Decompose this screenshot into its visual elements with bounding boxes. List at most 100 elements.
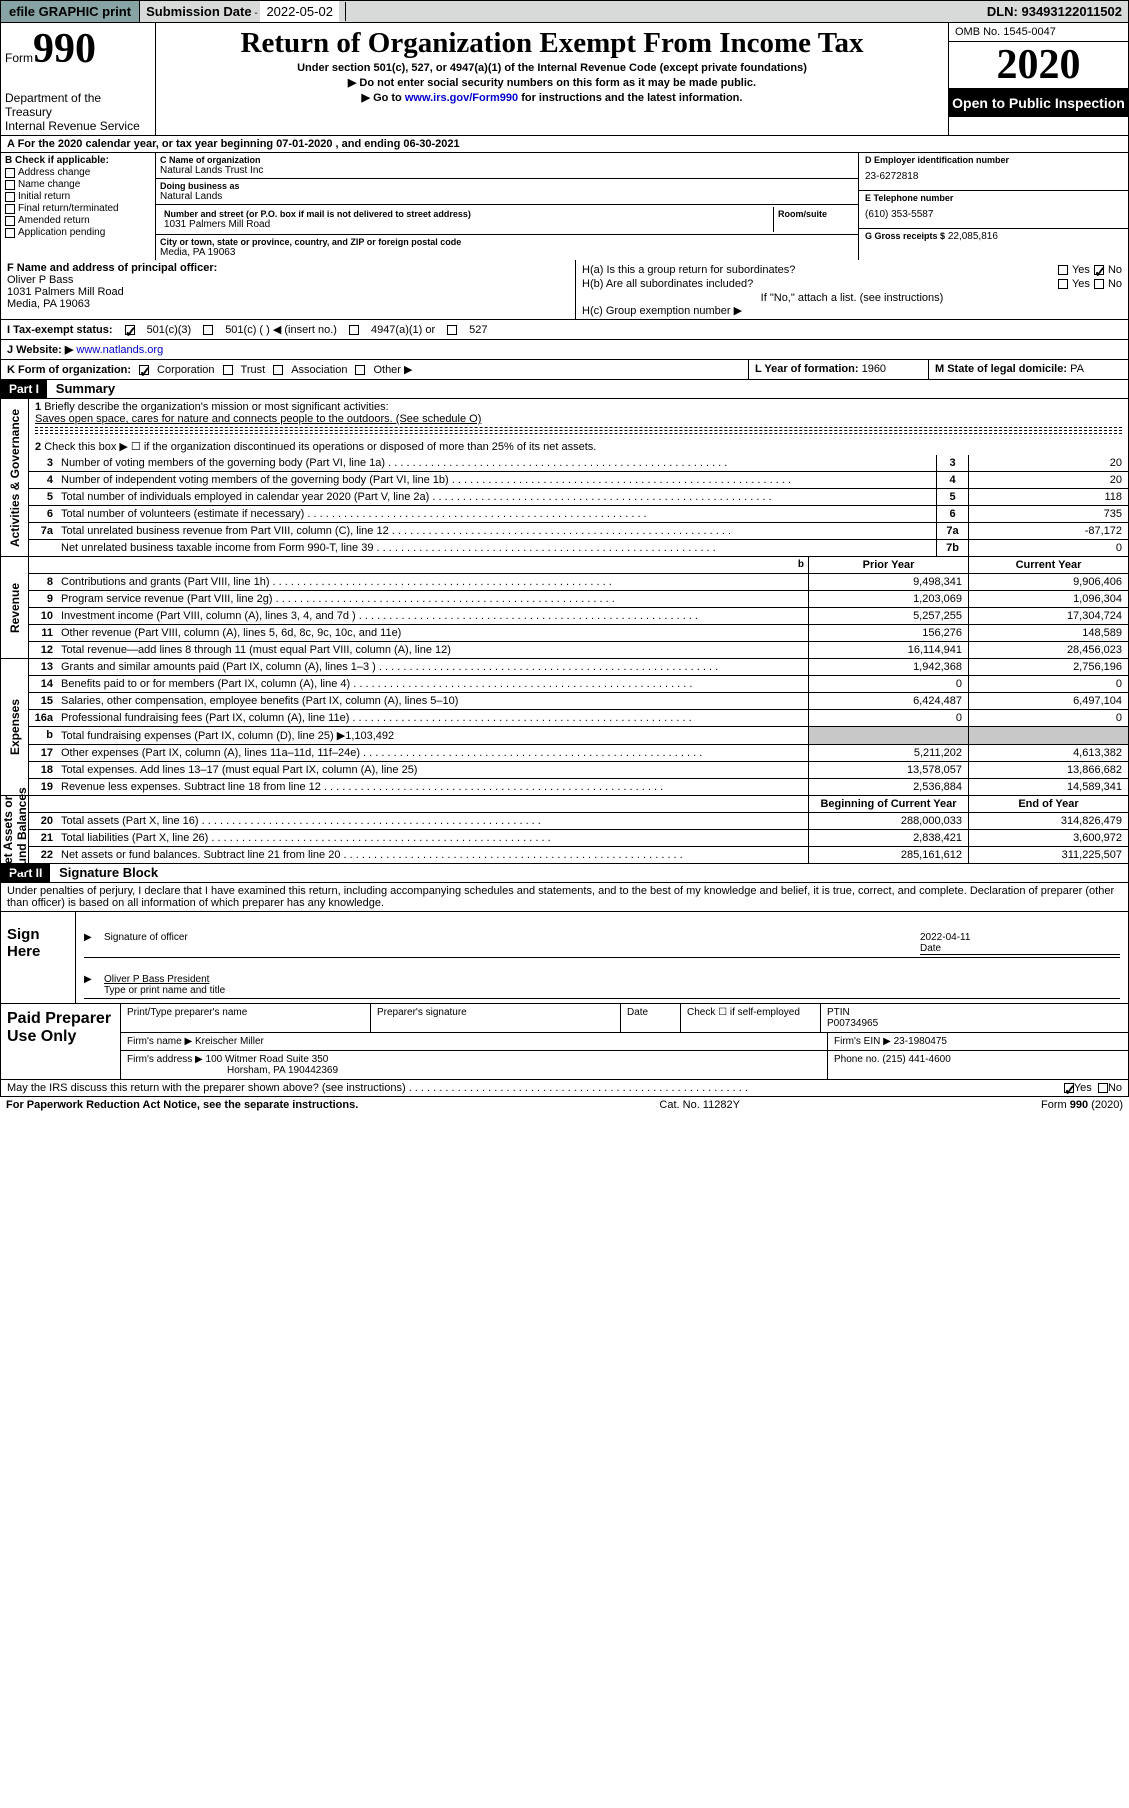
submission-date: Submission Date - 2022-05-02 [140, 2, 346, 21]
chk-final-return[interactable] [5, 204, 15, 214]
dln: DLN: 93493122011502 [981, 2, 1128, 21]
line-18-text: Total expenses. Add lines 13–17 (must eq… [57, 762, 808, 778]
website-link[interactable]: www.natlands.org [73, 344, 163, 356]
chk-501c[interactable] [203, 325, 213, 335]
line-14-py: 0 [808, 676, 968, 692]
firm-address: Firm's address ▶ 100 Witmer Road Suite 3… [121, 1051, 828, 1079]
sig-name-label: Type or print name and title [104, 985, 225, 996]
lbl-501c3: 501(c)(3) [147, 324, 192, 336]
line-7b-text: Net unrelated business taxable income fr… [57, 540, 936, 556]
cat-no: Cat. No. 11282Y [659, 1099, 740, 1111]
form-year: 2020 [949, 42, 1128, 89]
chk-other[interactable] [355, 365, 365, 375]
line-12-text: Total revenue—add lines 8 through 11 (mu… [57, 642, 808, 658]
side-activities: Activities & Governance [1, 399, 29, 556]
sig-date-val: 2022-04-11 [920, 932, 970, 943]
chk-assoc[interactable] [273, 365, 283, 375]
side-revenue: Revenue [1, 557, 29, 658]
chk-hb-yes[interactable] [1058, 279, 1068, 289]
line-15-cy: 6,497,104 [968, 693, 1128, 709]
line-16a-cy: 0 [968, 710, 1128, 726]
chk-ha-yes[interactable] [1058, 265, 1068, 275]
line-5-text: Total number of individuals employed in … [57, 489, 936, 505]
lbl-corp: Corporation [157, 364, 214, 376]
block-b-c-d: B Check if applicable: Address change Na… [0, 153, 1129, 260]
pra-notice: For Paperwork Reduction Act Notice, see … [6, 1099, 358, 1111]
sig-officer-label: Signature of officer [104, 932, 920, 955]
line-13-py: 1,942,368 [808, 659, 968, 675]
chk-initial-return[interactable] [5, 192, 15, 202]
chk-address-change[interactable] [5, 168, 15, 178]
phone-value: (610) 353-5587 [865, 203, 1122, 226]
form-header: Form990 Department of the Treasury Inter… [0, 23, 1129, 136]
form-right-block: OMB No. 1545-0047 2020 Open to Public In… [948, 23, 1128, 135]
org-name: Natural Lands Trust Inc [160, 165, 854, 176]
line-9-py: 1,203,069 [808, 591, 968, 607]
addr-value: 1031 Palmers Mill Road [164, 219, 769, 230]
chk-4947[interactable] [349, 325, 359, 335]
line-17-py: 5,211,202 [808, 745, 968, 761]
mission-text: Saves open space, cares for nature and c… [35, 413, 481, 425]
line-16b-py [808, 727, 968, 744]
chk-discuss-no[interactable] [1098, 1083, 1108, 1093]
chk-527[interactable] [447, 325, 457, 335]
firm-phone: Phone no. (215) 441-4600 [828, 1051, 1128, 1079]
form-number: 990 [33, 26, 96, 72]
form990-link[interactable]: www.irs.gov/Form990 [405, 92, 518, 104]
lbl-trust: Trust [241, 364, 266, 376]
dept-label: Department of the Treasury Internal Reve… [5, 91, 151, 133]
lbl-initial-return: Initial return [18, 191, 70, 202]
line-21-text: Total liabilities (Part X, line 26) [57, 830, 808, 846]
chk-corp[interactable] [139, 365, 149, 375]
col-f-officer: F Name and address of principal officer:… [1, 260, 576, 319]
sub-date-value: 2022-05-02 [260, 1, 339, 22]
line-12-cy: 28,456,023 [968, 642, 1128, 658]
line-10-py: 5,257,255 [808, 608, 968, 624]
line-13-text: Grants and similar amounts paid (Part IX… [57, 659, 808, 675]
side-net: Net Assets orFund Balances [1, 796, 29, 863]
lbl-amended: Amended return [18, 215, 90, 226]
line-11-cy: 148,589 [968, 625, 1128, 641]
row-a-tax-year: A For the 2020 calendar year, or tax yea… [0, 136, 1129, 153]
chk-amended[interactable] [5, 216, 15, 226]
sig-declaration: Under penalties of perjury, I declare th… [0, 883, 1129, 912]
row-j-website: J Website: ▶ www.natlands.org [0, 340, 1129, 360]
line-6-text: Total number of volunteers (estimate if … [57, 506, 936, 522]
col-h-group: H(a) Is this a group return for subordin… [576, 260, 1128, 319]
col-m-state: M State of legal domicile: PA [928, 360, 1128, 379]
lbl-app-pending: Application pending [18, 227, 105, 238]
lbl-final-return: Final return/terminated [18, 203, 119, 214]
chk-ha-no[interactable] [1094, 265, 1104, 275]
col-k-form-org: K Form of organization: Corporation Trus… [1, 360, 748, 379]
hdr-current-year: Current Year [968, 557, 1128, 573]
row-klm: K Form of organization: Corporation Trus… [0, 360, 1129, 380]
col-b-label: B Check if applicable: [5, 155, 151, 166]
line-16b-text: Total fundraising expenses (Part IX, col… [57, 727, 808, 744]
prep-ptin: PTINP00734965 [821, 1004, 1128, 1032]
line-20-text: Total assets (Part X, line 16) [57, 813, 808, 829]
ein-value: 23-6272818 [865, 165, 1122, 188]
chk-discuss-yes[interactable] [1064, 1083, 1074, 1093]
chk-501c3[interactable] [125, 325, 135, 335]
line-7b-val: 0 [968, 540, 1128, 556]
form-link-line: ▶ Go to www.irs.gov/Form990 for instruct… [160, 91, 944, 104]
line-15-py: 6,424,487 [808, 693, 968, 709]
officer-label: F Name and address of principal officer: [7, 262, 569, 274]
hdr-begin-year: Beginning of Current Year [808, 796, 968, 812]
chk-app-pending[interactable] [5, 228, 15, 238]
efile-print-button[interactable]: efile GRAPHIC print [1, 1, 140, 22]
chk-name-change[interactable] [5, 180, 15, 190]
line-7a-text: Total unrelated business revenue from Pa… [57, 523, 936, 539]
part1-label: Part I [1, 380, 47, 398]
line-9-text: Program service revenue (Part VIII, line… [57, 591, 808, 607]
line-16a-py: 0 [808, 710, 968, 726]
tax-status-label: I Tax-exempt status: [7, 324, 113, 336]
chk-trust[interactable] [223, 365, 233, 375]
footer-row: For Paperwork Reduction Act Notice, see … [0, 1097, 1129, 1113]
website-label: J Website: ▶ [7, 344, 73, 356]
discuss-text: May the IRS discuss this return with the… [7, 1082, 1064, 1094]
line-20-b: 288,000,033 [808, 813, 968, 829]
line-11-py: 156,276 [808, 625, 968, 641]
part1-header: Part I Summary [0, 380, 1129, 399]
addr-label: Number and street (or P.O. box if mail i… [164, 209, 769, 219]
